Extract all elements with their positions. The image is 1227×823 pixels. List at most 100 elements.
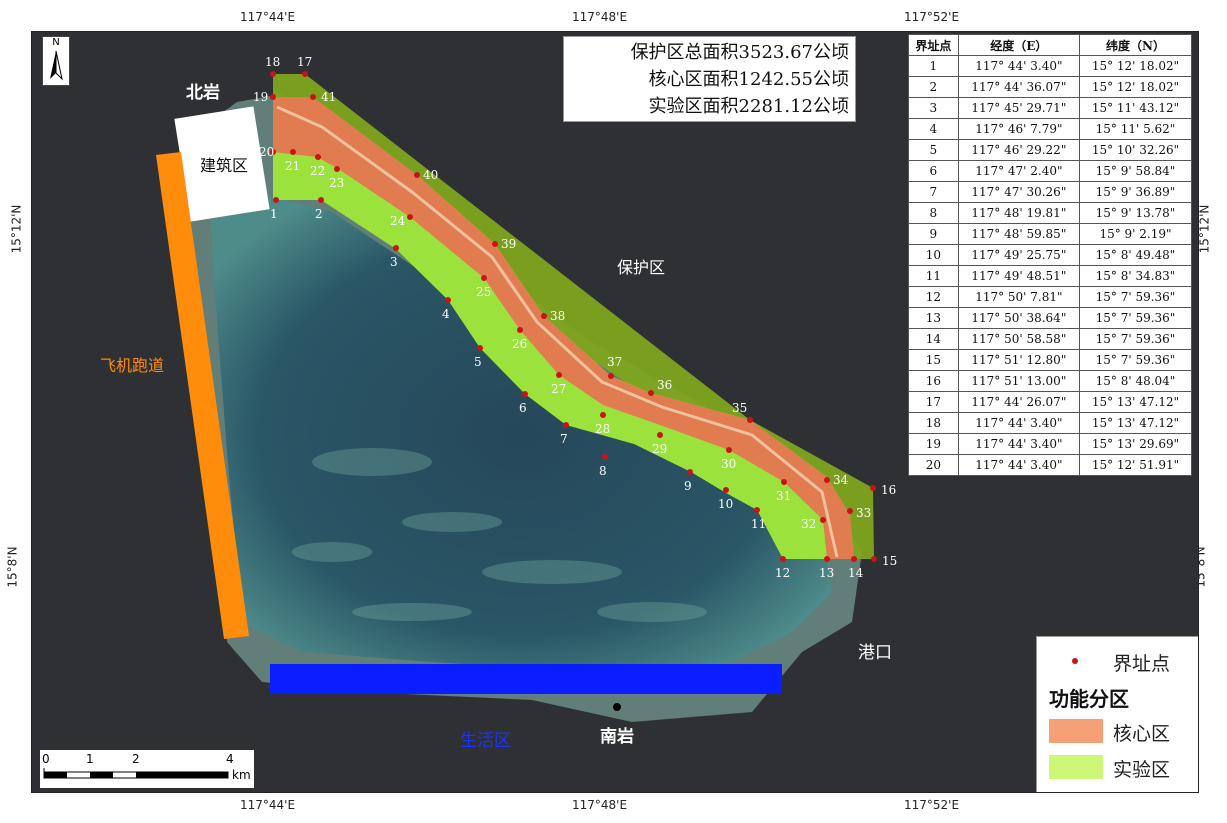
- boundary-point-label-31: 31: [776, 489, 791, 503]
- boundary-point-1: [273, 197, 279, 203]
- boundary-point-34: [824, 477, 830, 483]
- boundary-point-label-27: 27: [551, 382, 566, 396]
- coord-bottom-3: 117°52'E: [904, 798, 960, 812]
- legend-title: 功能分区: [1049, 687, 1129, 711]
- boundary-point-28: [600, 412, 606, 418]
- south-rock-point: [613, 703, 621, 711]
- table-cell: 11: [908, 265, 959, 287]
- table-cell: 13: [908, 307, 959, 329]
- table-row: 20 117° 44' 3.40" 15° 12' 51.91": [908, 454, 1193, 476]
- table-cell: 117° 51' 12.80": [957, 349, 1080, 371]
- table-cell: 15° 12' 51.91": [1078, 454, 1193, 476]
- boundary-point-label-15: 15: [882, 554, 897, 568]
- legend: 界址点 功能分区 核心区 实验区: [1036, 636, 1198, 792]
- table-cell: 117° 46' 29.22": [957, 139, 1080, 161]
- table-cell: 15° 7' 59.36": [1078, 286, 1193, 308]
- boundary-point-31: [781, 479, 787, 485]
- boundary-point-label-1: 1: [270, 207, 278, 221]
- boundary-point-label-39: 39: [501, 237, 516, 251]
- table-cell: 4: [908, 118, 959, 140]
- coord-bottom-2: 117°48'E: [572, 798, 628, 812]
- boundary-point-5: [477, 345, 483, 351]
- boundary-point-12: [780, 556, 786, 562]
- boundary-point-label-35: 35: [732, 401, 747, 415]
- scale-tick-2: 2: [132, 752, 140, 766]
- boundary-point-38: [541, 313, 547, 319]
- boundary-point-40: [414, 172, 420, 178]
- boundary-point-21: [290, 149, 296, 155]
- boundary-point-label-6: 6: [519, 401, 527, 415]
- table-cell: 15° 7' 59.36": [1078, 349, 1193, 371]
- table-cell: 15° 12' 18.02": [1078, 55, 1193, 77]
- boundary-point-label-36: 36: [657, 378, 672, 392]
- scale-tick-1: 1: [86, 752, 94, 766]
- boundary-point-4: [445, 297, 451, 303]
- table-cell: 10: [908, 244, 959, 266]
- atoll-lagoon: [210, 197, 832, 672]
- boundary-point-label-18: 18: [265, 55, 280, 69]
- boundary-point-label-30: 30: [721, 457, 736, 471]
- table-cell: 117° 44' 3.40": [957, 454, 1080, 476]
- scale-unit: km: [232, 768, 251, 782]
- boundary-point-label-32: 32: [801, 517, 816, 531]
- table-cell: 117° 50' 7.81": [957, 286, 1080, 308]
- table-cell: 17: [908, 391, 959, 413]
- boundary-point-26: [517, 327, 523, 333]
- table-row: 2 117° 44' 36.07" 15° 12' 18.02": [908, 76, 1193, 98]
- table-row: 3 117° 45' 29.71" 15° 11' 43.12": [908, 97, 1193, 119]
- table-cell: 117° 44' 3.40": [957, 55, 1080, 77]
- scale-bar: 0 1 2 4 km: [40, 750, 254, 788]
- table-cell: 12: [908, 286, 959, 308]
- table-cell: 15: [908, 349, 959, 371]
- legend-core-label: 核心区: [1113, 723, 1171, 745]
- table-cell: 117° 51' 13.00": [957, 370, 1080, 392]
- table-cell: 15° 9' 13.78": [1078, 202, 1193, 224]
- label-protected: 保护区: [617, 258, 666, 277]
- boundary-point-label-41: 41: [321, 90, 336, 104]
- table-cell: 117° 48' 59.85": [957, 223, 1080, 245]
- boundary-point-13: [824, 556, 830, 562]
- table-row: 7 117° 47' 30.26" 15° 9' 36.89": [908, 181, 1193, 203]
- label-runway: 飞机跑道: [100, 356, 165, 375]
- core-zone: [273, 97, 854, 559]
- table-cell: 15° 8' 49.48": [1078, 244, 1193, 266]
- label-south-rock: 南岩: [600, 727, 634, 747]
- boundary-point-29: [657, 432, 663, 438]
- table-row: 8 117° 48' 19.81" 15° 9' 13.78": [908, 202, 1193, 224]
- boundary-point-label-19: 19: [253, 90, 268, 104]
- legend-point-icon: [1072, 658, 1078, 664]
- table-cell: 8: [908, 202, 959, 224]
- boundary-point-label-20: 20: [259, 145, 274, 159]
- living-area: [270, 664, 782, 694]
- table-cell: 117° 44' 26.07": [957, 391, 1080, 413]
- table-cell: 117° 46' 7.79": [957, 118, 1080, 140]
- table-cell: 15° 12' 18.02": [1078, 76, 1193, 98]
- boundary-point-label-4: 4: [442, 307, 450, 321]
- building-area: [174, 106, 270, 222]
- table-cell: 117° 47' 2.40": [957, 160, 1080, 182]
- boundary-point-label-29: 29: [652, 442, 667, 456]
- boundary-point-label-38: 38: [550, 309, 565, 323]
- table-row: 13 117° 50' 38.64" 15° 7' 59.36": [908, 307, 1193, 329]
- table-cell: 19: [908, 433, 959, 455]
- boundary-point-label-8: 8: [599, 464, 607, 478]
- boundary-point-27: [556, 372, 562, 378]
- boundary-point-label-7: 7: [560, 432, 568, 446]
- boundary-point-label-9: 9: [684, 479, 692, 493]
- boundary-point-15: [871, 556, 877, 562]
- boundary-point-label-11: 11: [751, 517, 766, 531]
- table-cell: 15° 8' 48.04": [1078, 370, 1193, 392]
- table-row: 9 117° 48' 59.85" 15° 9' 2.19": [908, 223, 1193, 245]
- north-arrow-icon: [50, 50, 63, 81]
- table-row: 4 117° 46' 7.79" 15° 11' 5.62": [908, 118, 1193, 140]
- label-building: 建筑区: [200, 156, 249, 175]
- boundary-point-33: [847, 508, 853, 514]
- legend-core-swatch: [1049, 719, 1103, 743]
- table-cell: 15° 7' 59.36": [1078, 328, 1193, 350]
- boundary-point-label-24: 24: [390, 214, 406, 228]
- boundary-point-label-22: 22: [310, 164, 325, 178]
- table-cell: 117° 44' 36.07": [957, 76, 1080, 98]
- boundary-point-label-2: 2: [315, 207, 323, 221]
- boundary-point-label-25: 25: [476, 285, 491, 299]
- boundary-point-30: [726, 447, 732, 453]
